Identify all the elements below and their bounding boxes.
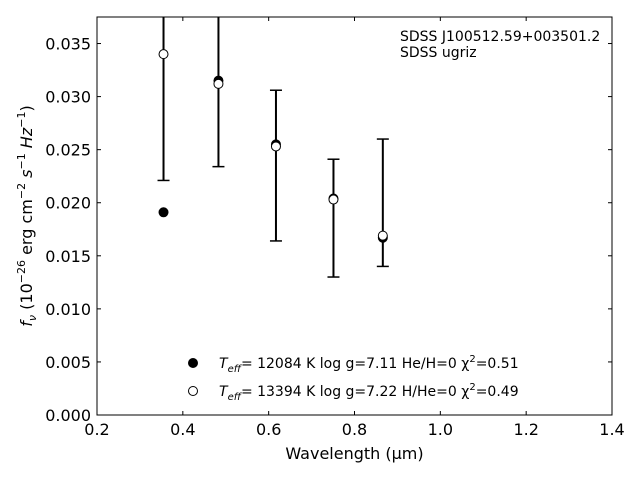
legend: Teff= 12084 K log g=7.11 He/H=0 χ2=0.51 … [188,354,519,403]
y-tick-label: 0.020 [45,194,91,213]
legend-part: 2 [469,354,475,365]
axis-ticks: 0.2 0.4 0.6 0.8 1.0 1.2 1.4 0.000 0.005 0.010 0.01… [45,17,625,439]
legend-part: T [219,384,229,400]
x-tick-label: 0.6 [256,420,281,439]
x-tick-label: 0.8 [342,420,367,439]
legend-part: = 12084 K log g=7.11 He/H=0 χ [241,356,469,372]
ylabel-part: −1 [15,153,28,169]
legend-marker-filled [188,358,198,368]
y-tick-label: 0.015 [45,247,91,266]
legend-entry-2: Teff= 13394 K log g=7.22 H/He=0 χ2=0.49 [219,382,519,403]
plot-content [157,17,389,278]
y-tick-label: 0.030 [45,88,91,107]
x-tick-label: 0.4 [170,420,195,439]
y-tick-label: 0.010 [45,300,91,319]
legend-part: T [219,356,229,372]
annotation-filters: SDSS ugriz [400,45,477,61]
y-tick-label: 0.025 [45,141,91,160]
ylabel-part: ν [26,315,39,321]
x-tick-label: 0.2 [84,420,109,439]
legend-part: 2 [469,382,475,393]
legend-part: = 13394 K log g=7.22 H/He=0 χ [241,384,469,400]
model-point-open [158,49,169,60]
model-point-open [213,78,224,89]
y-tick-label: 0.000 [45,406,91,425]
ylabel-part: f [17,319,36,327]
ylabel-part: −1 [15,112,28,128]
y-axis-label: fν (10−26 erg cm−2 s−1 Hz−1) [15,105,39,326]
x-tick-label: 1.2 [513,420,538,439]
ylabel-part: s [17,170,36,183]
legend-part: eff [228,364,243,375]
legend-part: eff [228,392,243,403]
x-tick-label: 1.4 [599,420,624,439]
x-axis-label: Wavelength (μm) [285,444,423,463]
y-tick-label: 0.035 [45,35,91,54]
model-point-filled [158,207,169,218]
ylabel-part: erg cm [17,199,36,260]
annotation-object: SDSS J100512.59+003501.2 [400,29,600,45]
legend-part: =0.51 [476,356,519,372]
model-point-open [328,194,339,205]
model-point-open [377,230,388,241]
ylabel-part: ) [17,105,36,111]
y-tick-label: 0.005 [45,353,91,372]
ylabel-part: −2 [15,183,28,199]
ylabel-part: Hz [17,127,36,153]
x-tick-label: 1.0 [428,420,453,439]
legend-entry-1: Teff= 12084 K log g=7.11 He/H=0 χ2=0.51 [219,354,519,375]
legend-part: =0.49 [476,384,519,400]
ylabel-part: (10 [17,283,36,315]
ylabel-part: −26 [15,260,28,283]
model-point-open [270,141,281,152]
legend-marker-open [188,386,198,396]
